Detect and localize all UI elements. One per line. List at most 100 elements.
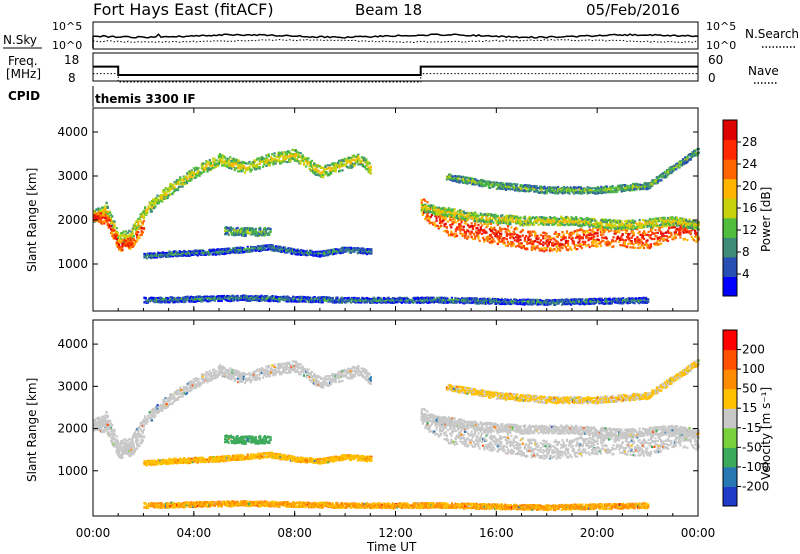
power-point — [464, 220, 468, 223]
power-point — [246, 231, 249, 234]
power-point — [268, 227, 271, 230]
power-point — [146, 211, 149, 214]
power-point — [464, 211, 468, 215]
power-point — [348, 166, 351, 169]
power-point — [222, 251, 225, 254]
power-point — [492, 221, 495, 224]
power-point — [548, 240, 552, 244]
power-point — [454, 229, 457, 232]
power-point — [514, 222, 518, 225]
power-point — [158, 195, 161, 199]
power-point — [149, 210, 152, 213]
power-point — [115, 238, 118, 241]
power-point — [518, 189, 521, 192]
power-point — [192, 253, 195, 256]
power-point — [596, 229, 599, 232]
power-point — [145, 253, 148, 256]
power-point — [677, 229, 680, 232]
power-point — [458, 209, 461, 212]
power-point — [189, 170, 192, 173]
power-point — [603, 236, 606, 240]
power-point — [139, 225, 142, 228]
power-point — [618, 222, 621, 226]
power-point — [352, 154, 355, 157]
power-point — [164, 191, 167, 194]
power-point — [513, 217, 516, 220]
power-point — [499, 240, 502, 243]
power-point — [239, 168, 242, 171]
power-point — [264, 229, 268, 232]
power-point — [602, 233, 605, 236]
power-point — [580, 228, 583, 232]
power-point — [510, 245, 513, 248]
power-point — [160, 255, 163, 258]
power-point — [689, 222, 692, 225]
power-point — [627, 242, 630, 245]
power-point — [233, 167, 236, 170]
power-point — [497, 235, 500, 238]
power-point — [193, 249, 196, 252]
power-point — [323, 168, 326, 171]
power-point — [296, 158, 299, 161]
power-point — [484, 219, 487, 223]
power-point — [279, 155, 282, 158]
power-point — [493, 226, 496, 229]
power-point — [232, 157, 235, 160]
power-point — [428, 204, 431, 207]
power-point — [140, 226, 143, 229]
power-point — [434, 213, 437, 216]
power-point — [121, 246, 124, 249]
power-point — [220, 159, 223, 162]
power-point — [511, 235, 514, 238]
power-point — [269, 244, 272, 247]
power-point — [548, 235, 552, 238]
power-point — [181, 183, 184, 186]
power-point — [523, 217, 527, 220]
power-point — [292, 149, 295, 152]
power-point — [216, 162, 219, 165]
power-point — [596, 224, 599, 227]
power-point — [250, 228, 253, 231]
power-point — [589, 238, 592, 241]
power-point — [369, 172, 372, 175]
power-point — [365, 161, 368, 164]
power-point — [460, 225, 463, 228]
power-point — [325, 167, 328, 170]
power-point — [233, 229, 236, 232]
power-point — [641, 242, 645, 245]
power-point — [649, 245, 653, 248]
power-point — [314, 169, 317, 172]
power-point — [584, 231, 587, 235]
power-point — [421, 213, 424, 216]
power-point — [330, 172, 333, 175]
power-point — [221, 251, 224, 254]
power-point — [596, 245, 599, 248]
power-point — [131, 229, 134, 232]
power-point — [459, 228, 462, 231]
power-point — [460, 213, 463, 216]
power-point — [587, 243, 590, 246]
power-point — [652, 220, 655, 223]
power-point — [474, 237, 477, 240]
power-point — [487, 235, 490, 238]
power-point — [460, 221, 463, 224]
power-point — [197, 167, 200, 170]
power-point — [529, 220, 532, 223]
power-point — [279, 250, 282, 253]
power-point — [222, 155, 225, 158]
power-point — [542, 244, 545, 247]
power-point — [136, 229, 139, 232]
power-point — [294, 154, 298, 157]
power-point — [496, 242, 499, 245]
power-point — [141, 223, 144, 226]
power-point — [355, 248, 358, 251]
power-point — [238, 228, 241, 231]
power-point — [444, 214, 447, 217]
power-point — [556, 224, 559, 227]
power-point — [157, 202, 160, 205]
power-point — [655, 222, 658, 225]
power-point — [116, 245, 119, 248]
power-point — [545, 249, 548, 252]
power-point — [233, 231, 236, 234]
power-point — [459, 223, 462, 226]
